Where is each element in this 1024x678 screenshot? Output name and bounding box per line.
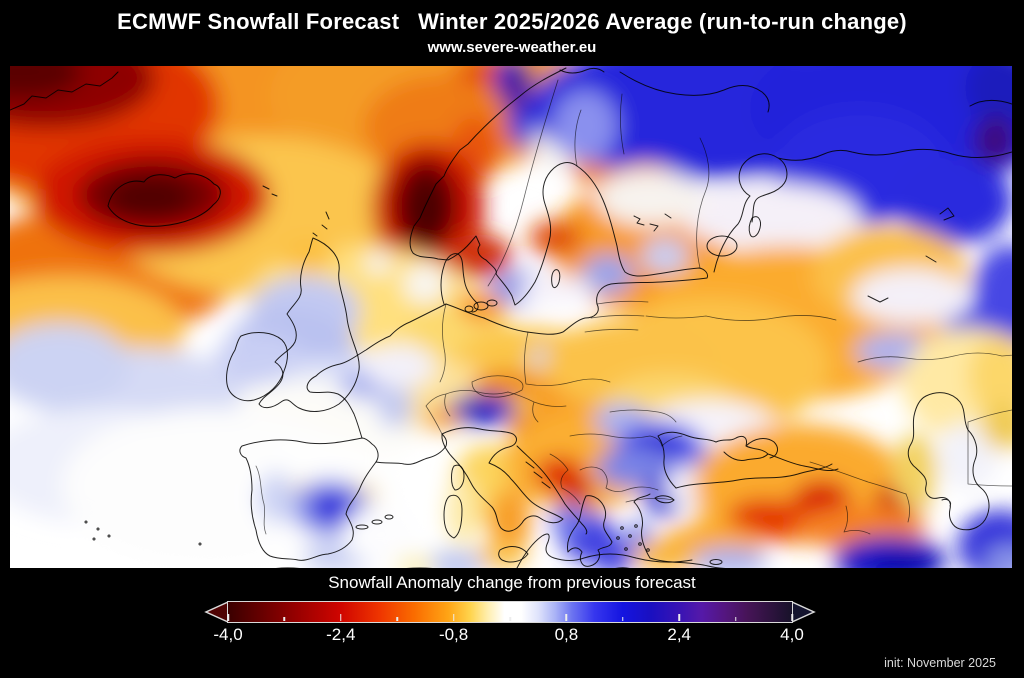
sardinia-coast [443, 494, 463, 539]
colorbar-tick-label: -4,0 [213, 625, 243, 644]
france-med-coast [375, 433, 447, 465]
north-africa-coast [276, 533, 693, 568]
turkey-north-coast [675, 463, 833, 489]
aegean-islands [616, 524, 650, 552]
northsea-channel-coast [306, 303, 485, 439]
caspian-sea-coast [907, 392, 990, 531]
colorbar-gradient [227, 601, 793, 623]
greece-coast [567, 495, 613, 567]
colorbar-tick-label: 2,4 [667, 625, 692, 644]
anomaly-field [10, 66, 1012, 568]
init-label: init: November 2025 [884, 656, 996, 670]
cyprus-island [709, 559, 723, 565]
black-sea-coast [657, 431, 839, 489]
iberia-coast [239, 437, 379, 561]
map-canvas [10, 66, 1012, 568]
italy-coast [441, 427, 564, 532]
colorbar-tick-label: 4,0 [780, 625, 804, 644]
colorbar-right-arrow [791, 600, 816, 624]
adriatic-east-coast [516, 445, 588, 535]
colorbar-legend: Snowfall Anomaly change from previous fo… [0, 573, 1024, 648]
faroe-islands [262, 185, 278, 197]
great-britain-coast [258, 237, 360, 412]
finland-lakes [633, 213, 672, 232]
azores-madeira-islands [84, 520, 202, 546]
iceland-coast [107, 173, 221, 227]
weather-map [10, 66, 1012, 568]
white-sea-kola-coast [713, 148, 1012, 273]
caucasus-border [809, 461, 907, 495]
colorbar-tick-label: -2,4 [326, 625, 356, 644]
zealand-island [473, 301, 489, 311]
shetland-orkney [312, 211, 330, 237]
colorbar-tick-label: -0,8 [438, 625, 469, 644]
country-borders-layer [425, 79, 1012, 535]
page-title: ECMWF Snowfall Forecast Winter 2025/2026… [117, 9, 907, 34]
site-url: www.severe-weather.eu [427, 39, 597, 56]
baltic-island [486, 299, 498, 307]
colorbar-left-arrow [204, 600, 229, 624]
portugal-border [255, 465, 267, 535]
lake-onega [748, 216, 761, 238]
sicily-coast [498, 546, 529, 563]
greenland-coast [10, 71, 119, 111]
gotland-island [551, 269, 561, 289]
corsica-coast [451, 464, 465, 491]
scandinavia-coast [409, 67, 708, 335]
colorbar-tick-label: 0,8 [554, 625, 579, 644]
arctic-coast [559, 67, 1012, 113]
volga-rivers [867, 207, 955, 303]
legend-title: Snowfall Anomaly change from previous fo… [328, 573, 696, 592]
ireland-coast [226, 332, 288, 402]
lake-ladoga [706, 235, 738, 257]
balearic-islands [355, 514, 394, 530]
funen-island [464, 305, 474, 313]
